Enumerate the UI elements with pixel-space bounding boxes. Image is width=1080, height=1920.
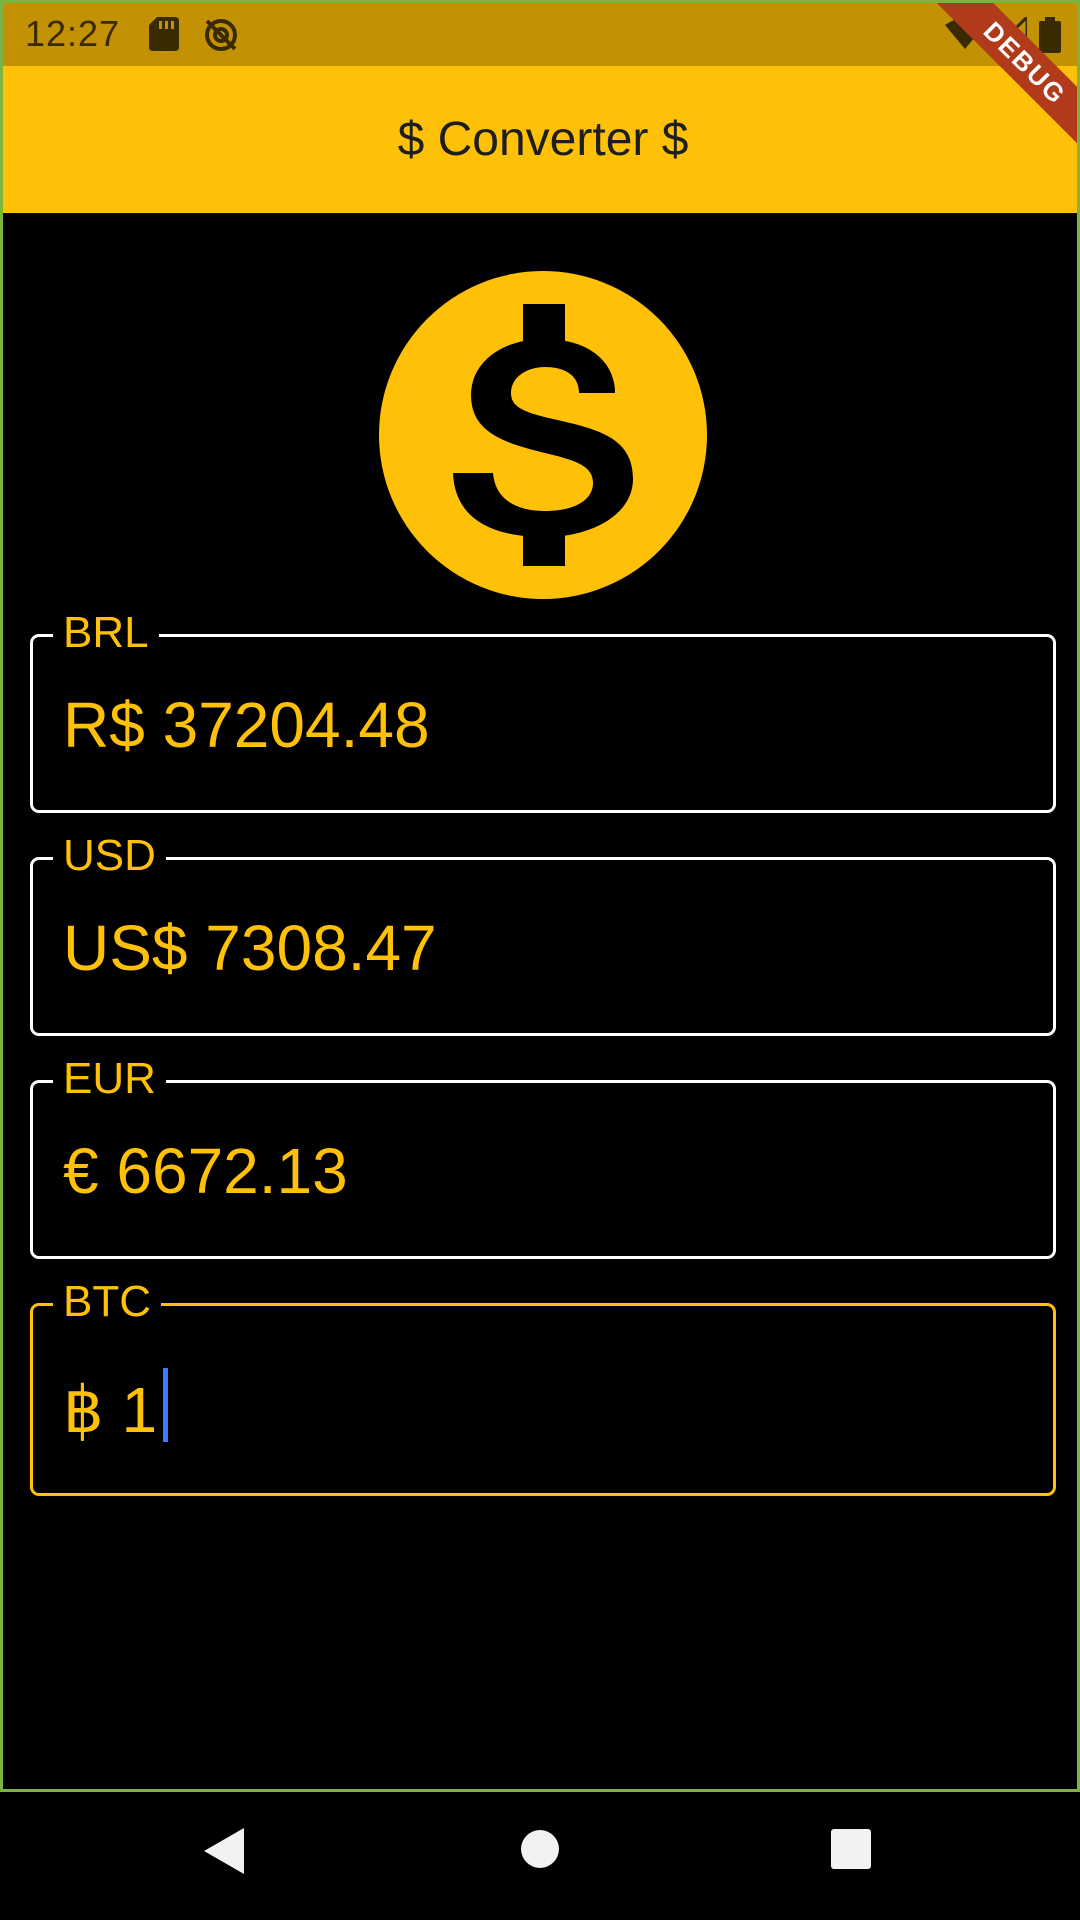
dollar-coin-icon — [379, 271, 707, 599]
status-bar: 12:27 — [3, 3, 1077, 66]
home-icon[interactable] — [520, 1829, 560, 1874]
text-cursor — [163, 1368, 169, 1442]
btc-field[interactable]: BTC ฿ 1 — [30, 1276, 1056, 1496]
eur-field-label: EUR — [53, 1053, 166, 1105]
app-title: $ Converter $ — [397, 113, 689, 166]
recents-icon[interactable] — [831, 1829, 871, 1874]
brl-field-label: BRL — [53, 607, 159, 659]
brl-field-value[interactable]: R$ 37204.48 — [63, 689, 430, 761]
sync-disabled-icon — [203, 17, 239, 58]
btc-field-value-wrap[interactable]: ฿ 1 — [63, 1368, 169, 1448]
btc-field-label: BTC — [53, 1276, 161, 1328]
usd-field-label: USD — [53, 830, 166, 882]
battery-icon — [1039, 17, 1061, 58]
sd-card-icon — [149, 17, 179, 56]
app-bar: $ Converter $ — [3, 66, 1077, 213]
btc-field-value[interactable]: ฿ 1 — [63, 1374, 158, 1446]
eur-field[interactable]: EUR € 6672.13 — [30, 1053, 1056, 1259]
status-time: 12:27 — [25, 13, 121, 54]
app-frame: 12:27 $ Converter $ DEBUG BRL R$ 37204.4… — [0, 0, 1080, 1792]
brl-field[interactable]: BRL R$ 37204.48 — [30, 607, 1056, 813]
eur-field-value[interactable]: € 6672.13 — [63, 1135, 348, 1207]
back-icon[interactable] — [204, 1828, 244, 1879]
usd-field-value[interactable]: US$ 7308.47 — [63, 912, 437, 984]
navigation-bar — [0, 1792, 1080, 1920]
usd-field[interactable]: USD US$ 7308.47 — [30, 830, 1056, 1036]
